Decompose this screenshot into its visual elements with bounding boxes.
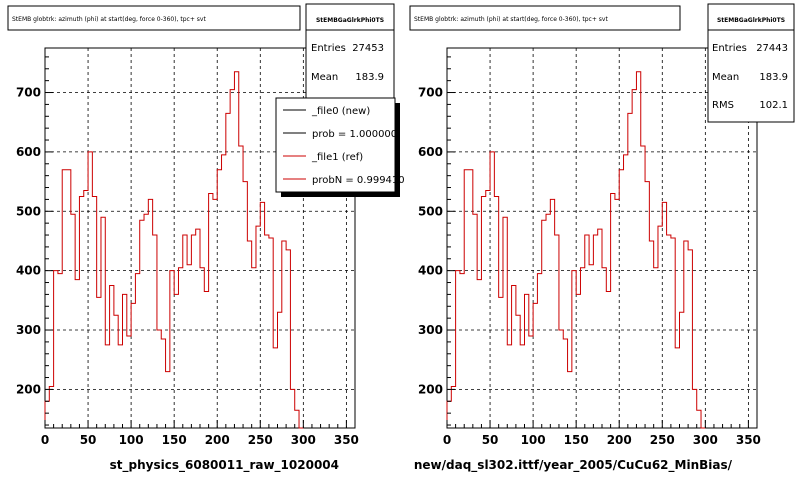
right-title: StEMB globtrk: azimuth (phi) at start(de… (414, 16, 608, 23)
right-x-tick-label-150: 150 (564, 433, 589, 447)
right-histogram-line (446, 71, 706, 429)
left-title-box (7, 5, 301, 31)
left-legend-label-prob: prob = 1.000000 (312, 129, 397, 140)
left-y-tick-label-500: 500 (16, 204, 41, 218)
left-legend-label-file0: _file0 (new) (311, 106, 370, 117)
left-x-tick-label-300: 300 (291, 433, 316, 447)
right-stats-name: StEMBGaGlrkPhi0TS (717, 17, 785, 24)
right-grid (447, 48, 757, 428)
right-y-tick-label-500: 500 (418, 204, 443, 218)
left-stats-entries-value: 27453 (352, 43, 384, 54)
left-x-tick-label-50: 50 (80, 433, 97, 447)
right-stats-entries-label: Entries (712, 43, 747, 54)
right-x-tick-label-100: 100 (521, 433, 546, 447)
right-y-tick-label-700: 700 (418, 86, 443, 100)
right-title-box (409, 5, 681, 31)
left-x-tick-label-100: 100 (119, 433, 144, 447)
left-legend-label-probn: probN = 0.999410 (312, 175, 405, 186)
left-y-tick-label-300: 300 (16, 323, 41, 337)
left-x-tick-label-0: 0 (41, 433, 49, 447)
right-x-axis-label: new/daq_sl302.ittf/year_2005/CuCu62_MinB… (414, 458, 733, 473)
right-y-tick-label-300: 300 (418, 323, 443, 337)
left-x-tick-label-250: 250 (248, 433, 273, 447)
left-x-tick-label-200: 200 (205, 433, 230, 447)
right-y-tick-label-600: 600 (418, 145, 443, 159)
right-stats-mean-label: Mean (712, 72, 739, 83)
left-title: StEMB globtrk: azimuth (phi) at start(de… (12, 16, 206, 23)
right-stats-rms-label: RMS (712, 100, 734, 111)
right-x-tick-label-200: 200 (607, 433, 632, 447)
right-stats-entries-value: 27443 (756, 43, 788, 54)
left-stats-mean-label: Mean (311, 72, 338, 83)
left-stats-mean-value: 183.9 (355, 72, 384, 83)
left-legend-box (275, 97, 396, 193)
right-x-tick-label-250: 250 (650, 433, 675, 447)
left-stats-name: StEMBGaGlrkPhi0TS (316, 17, 384, 24)
right-x-tick-label-0: 0 (443, 433, 451, 447)
right-stats-rms-value: 102.1 (759, 100, 788, 111)
right-y-tick-label-400: 400 (418, 264, 443, 278)
left-y-tick-label-400: 400 (16, 264, 41, 278)
left-axes: 0 50 100 150 200 250 300 350 200 300 400 500 600 700 (16, 56, 359, 447)
left-y-tick-label-600: 600 (16, 145, 41, 159)
left-histogram-panel: 0 50 100 150 200 250 300 350200300400500600700 … (7, 3, 405, 473)
left-y-tick-label-200: 200 (16, 382, 41, 396)
right-stats-mean-value: 183.9 (759, 72, 788, 83)
left-y-tick-label-700: 700 (16, 86, 41, 100)
right-x-tick-label-350: 350 (736, 433, 761, 447)
right-y-tick-label-200: 200 (418, 382, 443, 396)
left-x-axis-label: st_physics_6080011_raw_1020004 (110, 458, 339, 473)
left-ref-histogram-line (44, 71, 304, 429)
right-axes: 0 50 100 150 200 250 300 350 200 300 400 500 600 700 (418, 56, 761, 447)
right-x-tick-label-300: 300 (693, 433, 718, 447)
left-x-tick-label-150: 150 (162, 433, 187, 447)
left-stats-entries-label: Entries (311, 43, 346, 54)
left-x-tick-label-350: 350 (334, 433, 359, 447)
left-legend-label-file1: _file1 (ref) (311, 152, 363, 163)
right-histogram-panel: 0 50 100 150 200 250 300 350200300400500600700 … (409, 3, 795, 473)
right-x-tick-label-50: 50 (482, 433, 499, 447)
right-stats-box (707, 3, 795, 123)
